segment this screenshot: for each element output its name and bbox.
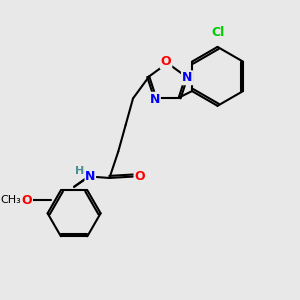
Text: Cl: Cl (211, 26, 224, 39)
Text: CH₃: CH₃ (0, 195, 21, 205)
Text: O: O (21, 194, 32, 207)
Text: O: O (160, 55, 171, 68)
Text: O: O (134, 170, 145, 183)
Text: N: N (182, 71, 192, 84)
Text: H: H (75, 166, 84, 176)
Text: N: N (149, 93, 160, 106)
Text: N: N (85, 170, 95, 183)
